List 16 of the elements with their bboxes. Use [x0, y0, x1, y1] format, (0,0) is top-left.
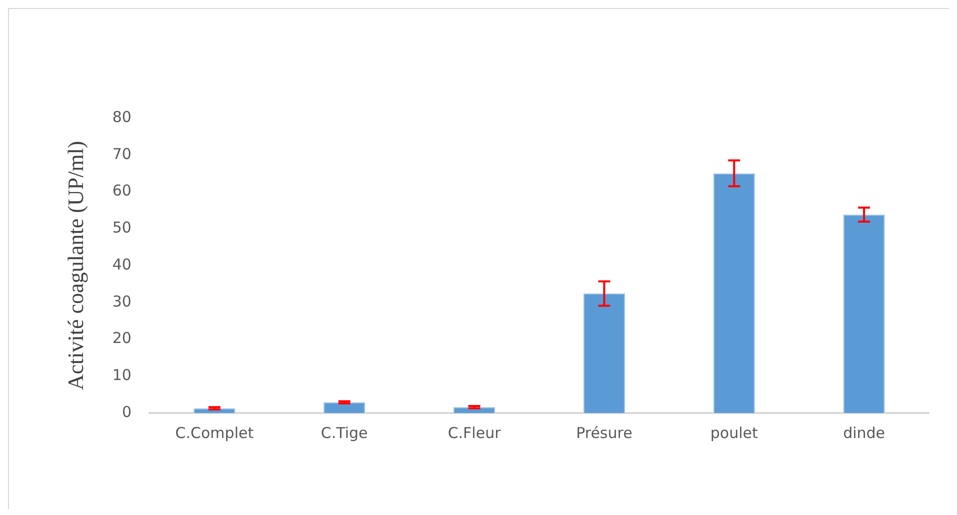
y-tick-label: 40 [112, 255, 132, 274]
y-tick-label: 30 [112, 292, 132, 310]
y-tick-label: 50 [112, 218, 132, 237]
x-tick-label: C.Complet [175, 424, 254, 442]
y-tick-label: 60 [112, 182, 132, 200]
x-tick-label: poulet [710, 424, 758, 442]
x-tick-label: dinde [843, 424, 886, 442]
x-tick-label: Présure [576, 424, 632, 442]
y-tick-label: 0 [122, 402, 132, 421]
x-tick-label: C.Tige [320, 424, 368, 442]
y-tick-label: 70 [112, 144, 132, 163]
x-tick-label: C.Fleur [448, 424, 502, 442]
y-tick-label: 20 [112, 329, 132, 348]
y-tick-label: 10 [112, 366, 132, 384]
y-tick-label: 80 [112, 108, 132, 126]
y-axis-title: Activité coagulante (UP/ml) [62, 140, 88, 390]
